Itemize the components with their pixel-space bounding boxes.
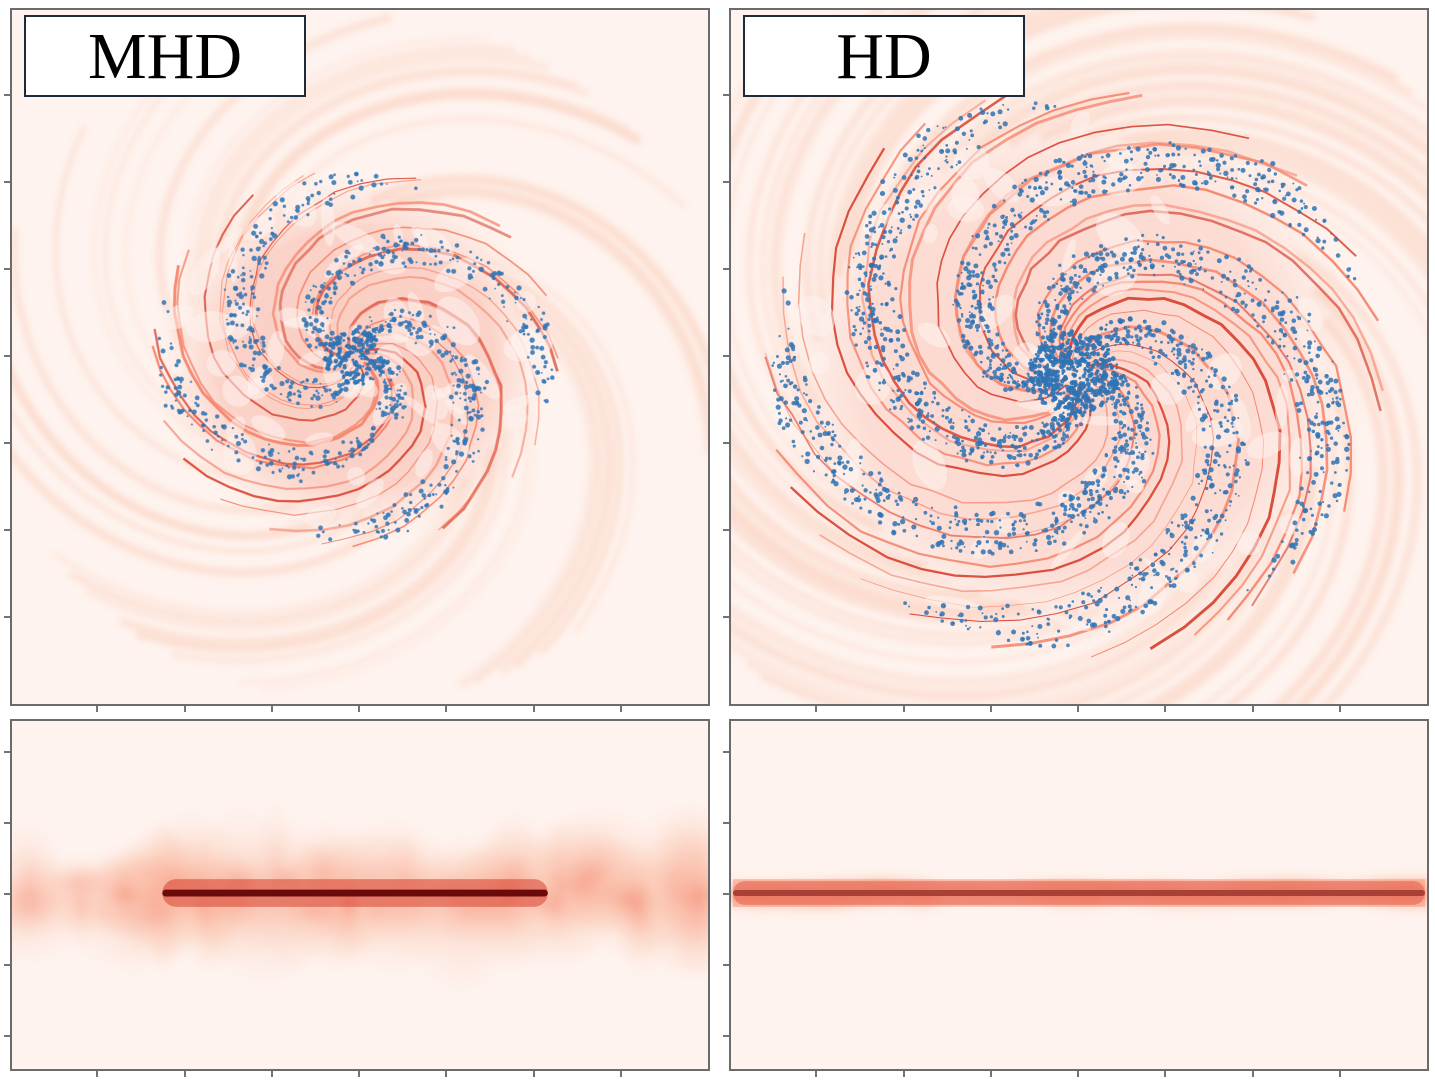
gas-bubbles — [162, 178, 554, 528]
disk-midplane — [732, 890, 1426, 896]
mhd-edge-on-map — [12, 798, 708, 993]
hd-edge-on-panel — [729, 719, 1429, 1071]
mhd-edge-on-panel — [10, 719, 710, 1071]
disk-midplane — [162, 889, 548, 897]
star-particles — [771, 101, 1357, 649]
hd-edge-on-map — [731, 868, 1427, 918]
disk-thick-layer — [732, 879, 1426, 907]
hd-face-on-panel — [729, 8, 1429, 706]
mhd-face-on-panel — [10, 8, 710, 706]
hd-face-on-map — [731, 10, 1427, 704]
hd-label: HD — [836, 20, 932, 93]
star-particles — [157, 171, 555, 542]
mhd-label: MHD — [87, 20, 242, 93]
mhd-face-on-map — [12, 13, 708, 691]
mhd-label-box: MHD — [24, 15, 306, 97]
hd-label-box: HD — [743, 15, 1025, 97]
